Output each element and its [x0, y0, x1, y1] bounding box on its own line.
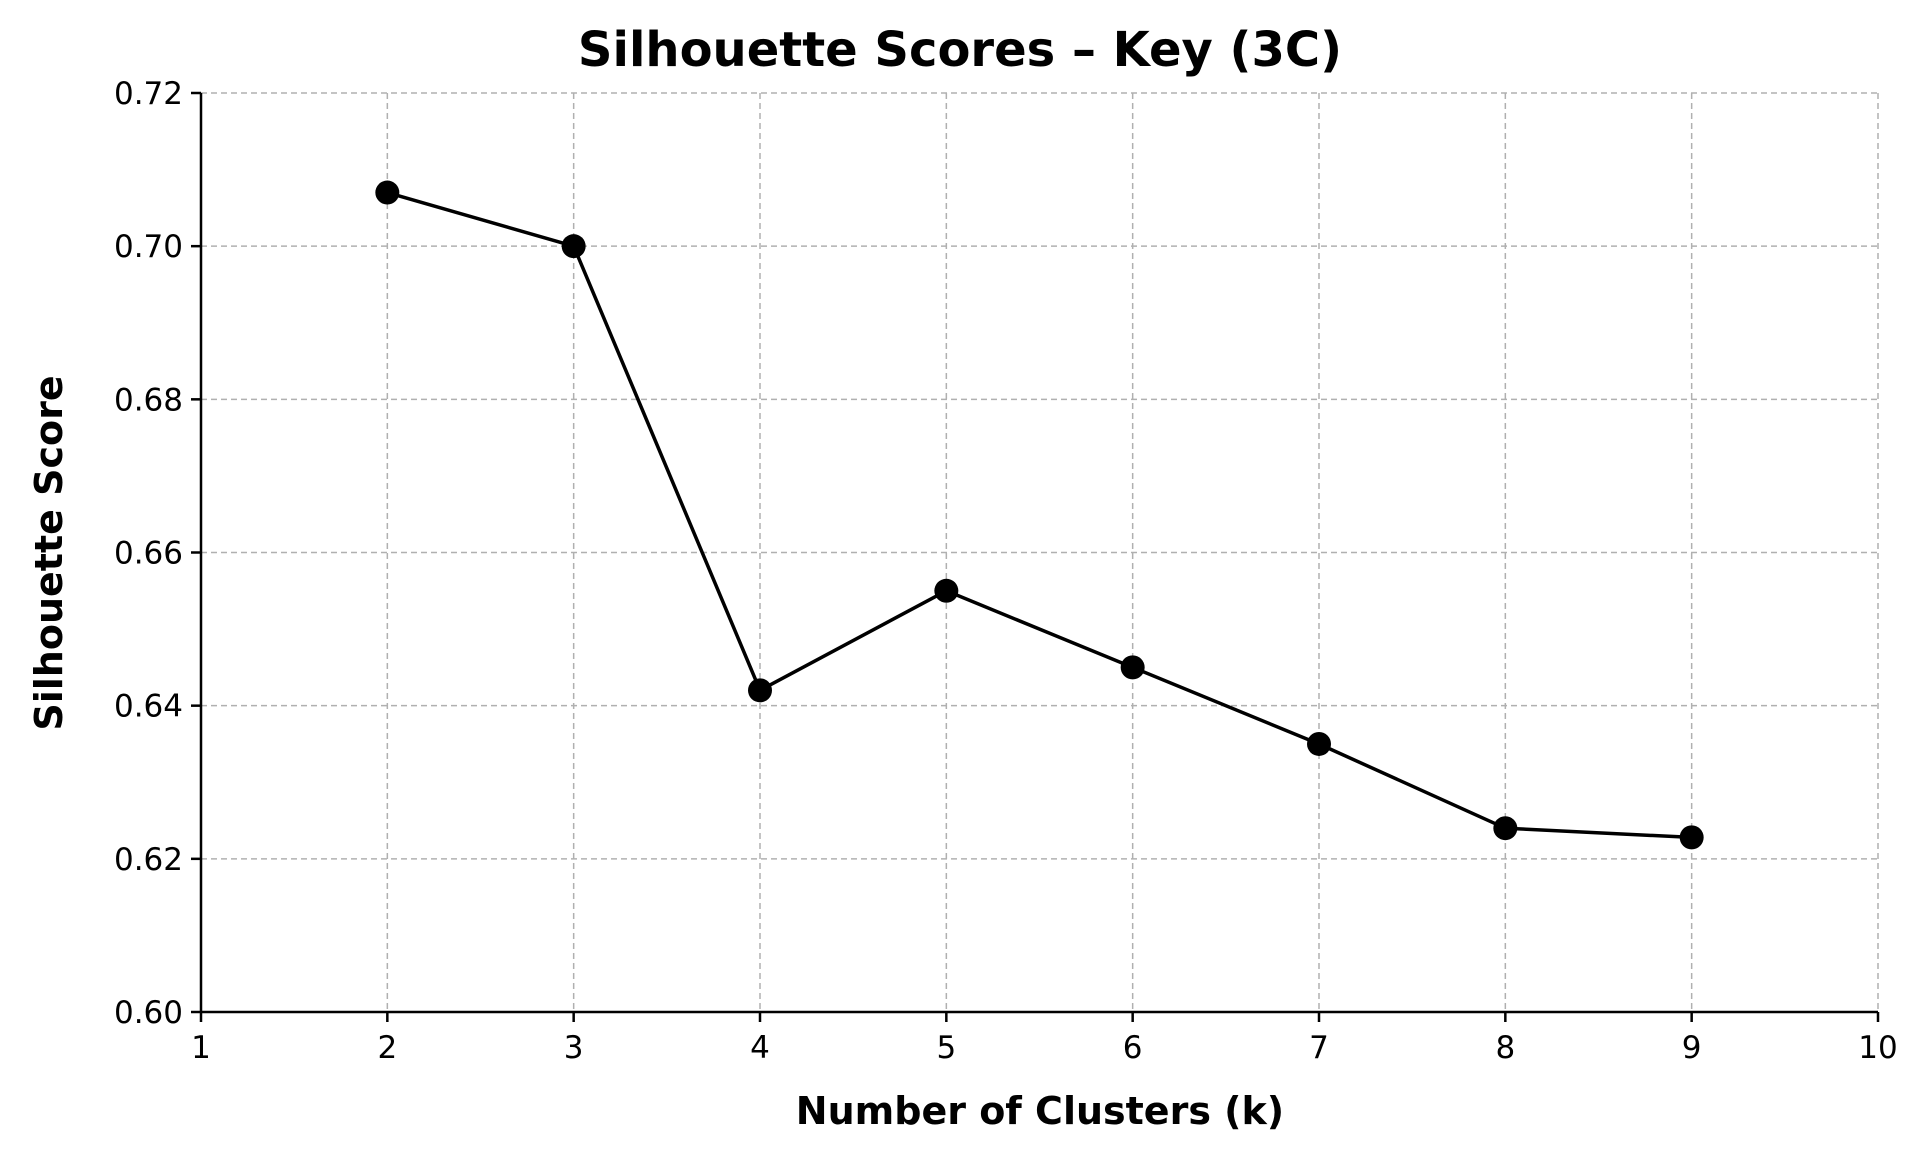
data-series: [375, 180, 1704, 850]
x-tick-label: 1: [191, 1030, 211, 1066]
x-tick-label: 8: [1495, 1030, 1515, 1066]
data-point: [375, 180, 400, 205]
x-tick-label: 5: [936, 1030, 956, 1066]
x-tick-label: 3: [564, 1030, 584, 1066]
y-tick-label: 0.60: [114, 995, 183, 1031]
y-axis-ticks: 0.60 0.62 0.64 0.66 0.68 0.70 0.72: [114, 76, 201, 1031]
grid: [200, 92, 1879, 1013]
y-tick-label: 0.68: [114, 382, 183, 418]
y-tick-label: 0.70: [114, 229, 183, 265]
x-tick-label: 2: [377, 1030, 397, 1066]
x-tick-label: 7: [1309, 1030, 1329, 1066]
x-tick-label: 9: [1682, 1030, 1702, 1066]
data-point: [934, 578, 959, 603]
y-tick-label: 0.64: [114, 689, 183, 725]
chart-title: Silhouette Scores – Key (3C): [578, 22, 1342, 78]
y-tick-label: 0.62: [114, 842, 183, 878]
data-point: [1307, 731, 1331, 756]
data-point: [1493, 816, 1518, 841]
y-tick-label: 0.66: [114, 536, 183, 572]
series-line: [386, 190, 1692, 840]
x-tick-label: 10: [1858, 1030, 1897, 1066]
y-axis-label: Silhouette Score: [27, 375, 71, 730]
y-tick-label: 0.72: [114, 76, 183, 112]
x-tick-label: 4: [750, 1030, 770, 1066]
data-point: [748, 678, 772, 703]
x-tick-label: 6: [1123, 1030, 1143, 1066]
x-axis-label: Number of Clusters (k): [796, 1089, 1284, 1133]
data-point: [1679, 825, 1704, 850]
data-point: [561, 234, 586, 259]
x-axis-ticks: 1 2 3 4 5 6 7 8 9 10: [191, 1012, 1898, 1066]
data-point: [1120, 655, 1145, 680]
